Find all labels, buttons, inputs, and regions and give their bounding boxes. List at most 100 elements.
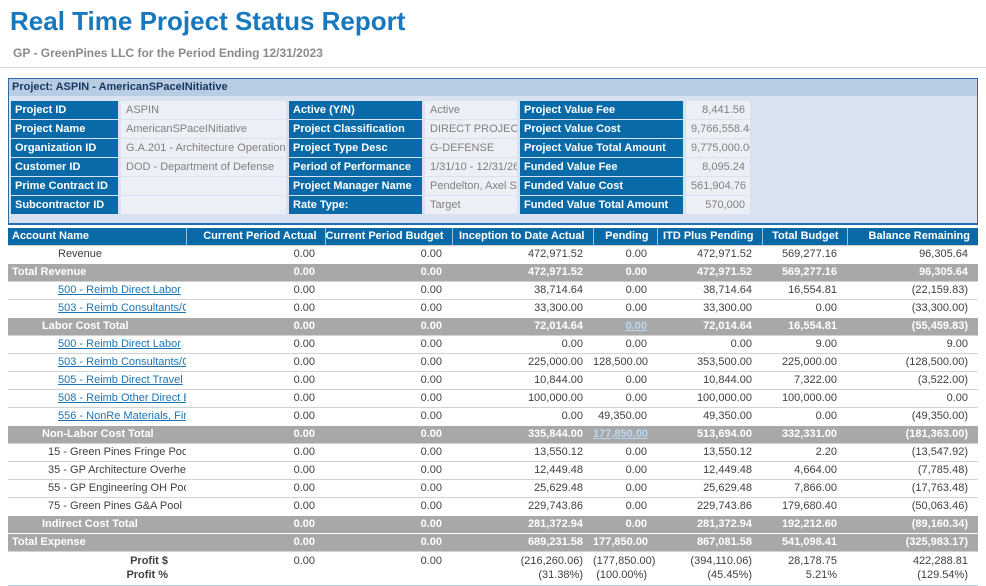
report-subtitle: GP - GreenPines LLC for the Period Endin… [13, 46, 323, 60]
total-row: Non-Labor Cost Total 0.00 0.00 335,844.00 17… [8, 425, 978, 444]
column-header: Current Period Actual [185, 228, 325, 246]
value-cell: 72,014.64 [452, 317, 593, 336]
table-body: Revenue 0.00 0.00 472,971.52 0.00 472,971.52 5… [8, 245, 978, 586]
value-cell: 0.00 [325, 371, 452, 390]
total-row: Total Revenue 0.00 0.00 472,971.52 0.00 472,9… [8, 263, 978, 282]
value-cell: 100,000.00 [452, 389, 593, 408]
value-cell: 0.00 [593, 281, 657, 300]
value-cell: 0.00 [186, 353, 325, 372]
value-cell: 0.00 [762, 299, 847, 318]
table-row: 15 - Green Pines Fringe Pool 0.00 0.00 13,5… [8, 443, 978, 462]
header-row: Account Name Current Period Actual Current… [8, 228, 978, 246]
value-cell: 569,277.16 [762, 245, 847, 264]
account-name-cell: Revenue [8, 245, 186, 264]
value-cell: 0.00 [325, 443, 452, 462]
value-cell: (22,159.83) [847, 281, 978, 300]
info-value: Target [425, 196, 520, 214]
account-name-cell: Labor Cost Total [8, 317, 186, 336]
value-cell: 332,331.00 [762, 425, 847, 444]
account-link[interactable]: 500 - Reimb Direct Labor [58, 284, 181, 296]
value-cell: 0.00 [186, 245, 325, 264]
info-value: 570,000 [686, 196, 753, 214]
value-cell: 179,680.40 [762, 497, 847, 516]
value-cell: 0.00 [186, 299, 325, 318]
column-header: Balance Remaining [846, 228, 978, 246]
account-link[interactable]: 508 - Reimb Other Direct Expens [58, 392, 186, 404]
account-link[interactable]: 505 - Reimb Direct Travel [58, 374, 183, 386]
value-cell: (55,459.83) [847, 317, 978, 336]
info-value: 8,095.24 [686, 158, 753, 176]
account-name-cell: 556 - NonRe Materials, Finished [8, 407, 186, 426]
value-cell: 0.00 [325, 425, 452, 444]
value-cell: 0.00 [325, 461, 452, 480]
value-cell: 192,212.60 [762, 515, 847, 534]
value-cell: 0.00 [325, 479, 452, 498]
value-cell: 0.00 [593, 389, 657, 408]
profit-value-cell: (177,850.00) (100.00%) [593, 551, 657, 586]
value-cell: 472,971.52 [657, 245, 762, 264]
table-row: 503 - Reimb Consultants/Contrac0.000.003… [8, 299, 978, 318]
value-cell: 513,694.00 [657, 425, 762, 444]
value-cell: 7,866.00 [762, 479, 847, 498]
value-cell: 0.00 [593, 335, 657, 354]
value-cell: 0.00 [452, 407, 593, 426]
value-cell: 12,449.48 [452, 461, 593, 480]
value-cell: 12,449.48 [657, 461, 762, 480]
info-value: 8,441.56 [686, 101, 753, 119]
account-name-cell: 503 - Reimb Consultants/Contrac [8, 299, 186, 318]
info-label: Project ID [11, 101, 121, 119]
info-filler [753, 120, 975, 138]
value-cell: 9.00 [762, 335, 847, 354]
table-row: 556 - NonRe Materials, Finished0.000.000… [8, 407, 978, 426]
value-cell: 38,714.64 [657, 281, 762, 300]
info-label: Project Name [11, 120, 121, 138]
value-cell: 0.00 [186, 335, 325, 354]
divider [0, 67, 986, 68]
pending-amount-link[interactable]: 0.00 [625, 320, 647, 332]
profit-value-cell: (394,110.06) (45.45%) [657, 551, 762, 586]
column-header: Total Budget [761, 228, 847, 246]
value-cell: (181,363.00) [847, 425, 978, 444]
value-cell: 472,971.52 [452, 245, 593, 264]
table-row: 75 - Green Pines G&A Pool 0.00 0.00 229,743… [8, 497, 978, 516]
info-label: Rate Type: [289, 196, 425, 214]
info-value: DIRECT PROJECT [425, 120, 520, 138]
info-label: Funded Value Cost [520, 177, 686, 195]
value-cell: 0.00 [325, 317, 452, 336]
value-cell: 0.00 [657, 335, 762, 354]
value-cell: 9.00 [847, 335, 978, 354]
profit-value-cell: 28,178.75 5.21% [762, 551, 847, 586]
value-cell: (17,763.48) [847, 479, 978, 498]
table-row: 508 - Reimb Other Direct Expens0.000.001… [8, 389, 978, 408]
value-cell: (128,500.00) [847, 353, 978, 372]
value-cell: 569,277.16 [762, 263, 847, 282]
account-link[interactable]: 503 - Reimb Consultants/Contrac [58, 302, 186, 314]
value-cell: 10,844.00 [657, 371, 762, 390]
account-name-cell: Indirect Cost Total [8, 515, 186, 534]
info-value: 9,766,558.44 [686, 120, 753, 138]
table-row: Revenue 0.00 0.00 472,971.52 0.00 472,971.52 5… [8, 245, 978, 264]
value-cell: 0.00 [593, 515, 657, 534]
value-cell: 0.00 [452, 335, 593, 354]
info-filler [753, 177, 975, 195]
table-header: Account Name Current Period Actual Current… [8, 228, 978, 246]
table-row: 505 - Reimb Direct Travel 0.00 0.00 10,844.… [8, 371, 978, 390]
value-cell: 0.00 [325, 497, 452, 516]
pending-amount-link[interactable]: 177,850.00 [593, 428, 649, 440]
value-cell: 0.00 [593, 479, 657, 498]
account-name-cell: 35 - GP Architecture Overhead [8, 461, 186, 480]
value-cell: (3,522.00) [847, 371, 978, 390]
info-label: Project Manager Name [289, 177, 425, 195]
value-cell: 229,743.86 [657, 497, 762, 516]
value-cell: 281,372.94 [657, 515, 762, 534]
account-link[interactable]: 503 - Reimb Consultants/Contrac [58, 356, 186, 368]
value-cell: 7,322.00 [762, 371, 847, 390]
account-link[interactable]: 500 - Reimb Direct Labor [58, 338, 181, 350]
value-cell: 4,664.00 [762, 461, 847, 480]
info-filler [753, 196, 975, 214]
profit-value-cell: 0.00 [186, 551, 325, 586]
total-row: Labor Cost Total 0.00 0.00 72,014.64 0.00 72,… [8, 317, 978, 336]
total-row: Indirect Cost Total 0.00 0.00 281,372.94 0.0… [8, 515, 978, 534]
total-row: Total Expense 0.00 0.00 689,231.58 177,850.0… [8, 533, 978, 552]
account-link[interactable]: 556 - NonRe Materials, Finished [58, 410, 186, 422]
